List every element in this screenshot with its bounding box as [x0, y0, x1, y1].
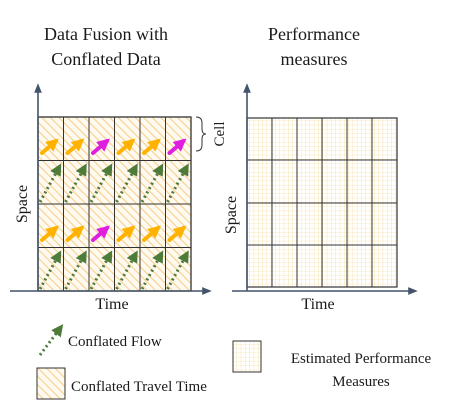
- left-y-axis-label: Space: [14, 185, 31, 223]
- right-y-axis-label: Space: [223, 196, 240, 234]
- left-panel: Time Space Cell: [10, 88, 228, 313]
- legend-travel-time-swatch: [37, 368, 65, 399]
- legend-estimated-performance-line-1: Estimated Performance: [291, 351, 432, 367]
- legend: Conflated Flow Conflated Travel Time Est…: [37, 327, 432, 399]
- left-title-line-1: Data Fusion with: [44, 24, 168, 44]
- left-title-line-2: Conflated Data: [51, 49, 160, 69]
- legend-conflated-flow: Conflated Flow: [68, 334, 162, 350]
- right-title-line-2: measures: [281, 49, 348, 69]
- cell-brace: [196, 117, 206, 151]
- right-title-line-1: Performance: [268, 24, 360, 44]
- legend-conflated-travel-time: Conflated Travel Time: [71, 379, 207, 395]
- left-x-axis-label: Time: [95, 296, 128, 313]
- legend-performance-swatch: [233, 341, 261, 372]
- legend-flow-arrow: [40, 327, 61, 355]
- right-panel: Time Space: [223, 88, 413, 313]
- right-x-axis-label: Time: [301, 296, 334, 313]
- legend-estimated-performance-line-2: Measures: [332, 374, 390, 390]
- cell-label: Cell: [212, 122, 228, 147]
